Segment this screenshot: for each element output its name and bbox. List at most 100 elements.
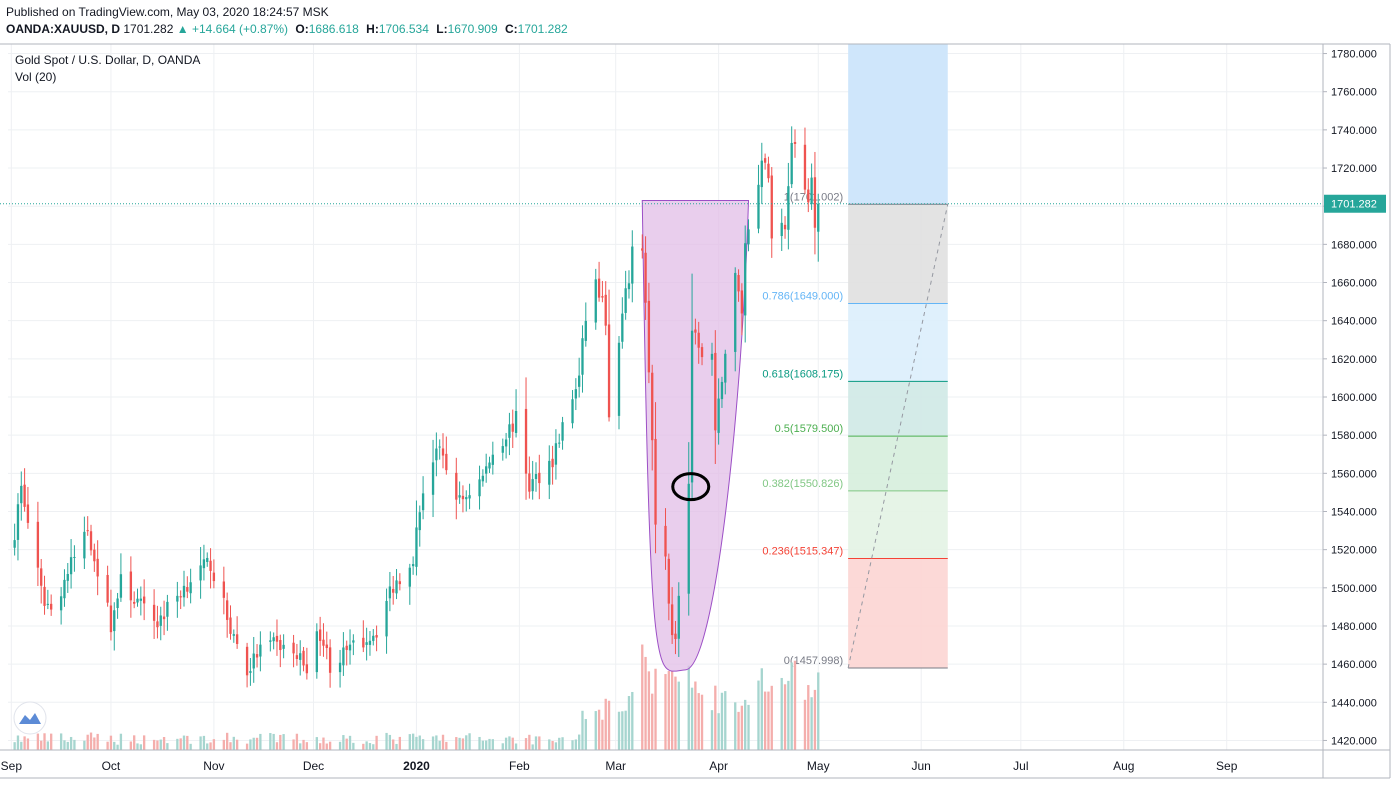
candle-body bbox=[152, 604, 156, 621]
candle-body bbox=[249, 671, 252, 673]
volume-bar bbox=[113, 741, 116, 750]
candle-body bbox=[275, 635, 279, 642]
volume-bar bbox=[435, 735, 438, 750]
volume-bar bbox=[245, 743, 249, 750]
candle-body bbox=[647, 300, 651, 373]
candle-body bbox=[481, 475, 485, 482]
volume-bar bbox=[651, 693, 654, 750]
time-axis[interactable]: Sep Oct Nov Dec 2020 Feb Mar Apr May Jun Jul Aug Sep bbox=[1, 759, 1238, 773]
high-label: H: bbox=[366, 22, 379, 36]
open-value: 1686.618 bbox=[308, 22, 359, 36]
candle-body bbox=[279, 640, 282, 651]
volume-bar bbox=[176, 738, 179, 750]
candle-body bbox=[548, 460, 551, 485]
up-triangle-icon: ▲ bbox=[176, 22, 189, 36]
candle-body bbox=[36, 521, 40, 568]
candle-body bbox=[763, 158, 767, 163]
volume-bar bbox=[524, 738, 528, 750]
volume-bar bbox=[574, 739, 578, 750]
candle-body bbox=[13, 540, 16, 548]
volume-bar bbox=[63, 740, 66, 750]
candle-body bbox=[511, 423, 514, 432]
candle-body bbox=[455, 472, 458, 500]
candle-body bbox=[767, 163, 770, 179]
candle-body bbox=[621, 313, 624, 342]
price-tick-label: 1620.000 bbox=[1331, 354, 1377, 366]
volume-bar bbox=[202, 735, 206, 750]
candle-body bbox=[179, 596, 182, 598]
volume-bar bbox=[508, 736, 511, 750]
candle-body bbox=[245, 646, 249, 676]
volume-bar bbox=[581, 710, 584, 750]
volume-bar bbox=[372, 744, 375, 750]
candle-body bbox=[93, 549, 96, 562]
volume-bar bbox=[770, 685, 773, 750]
candle-body bbox=[166, 601, 169, 617]
volume-bar bbox=[674, 676, 677, 750]
candle-body bbox=[717, 398, 720, 433]
volume-bar bbox=[455, 737, 458, 750]
volume-bar bbox=[468, 733, 471, 750]
price-tick-label: 1720.000 bbox=[1331, 163, 1377, 175]
volume-bar bbox=[249, 739, 252, 750]
price-axis[interactable]: 1420.000 1440.000 1460.000 1480.000 1500.000… bbox=[1323, 49, 1386, 748]
volume-bar bbox=[664, 674, 667, 750]
volume-bar bbox=[40, 740, 43, 750]
volume-bar bbox=[23, 736, 26, 750]
candle-body bbox=[159, 615, 162, 626]
fibonacci-retracement[interactable]: 1(1701.002) 0.786(1649.000) 0.618(1608.175… bbox=[762, 44, 949, 669]
volume-bar bbox=[763, 691, 767, 750]
volume-bar bbox=[551, 740, 554, 750]
volume-bar bbox=[687, 665, 690, 750]
candle-body bbox=[259, 644, 262, 657]
price-tick-label: 1740.000 bbox=[1331, 125, 1377, 137]
volume-bar bbox=[89, 732, 93, 750]
volume-bar bbox=[421, 739, 425, 750]
candle-body bbox=[50, 603, 53, 610]
fib-level-label: 0(1457.998) bbox=[784, 655, 843, 667]
volume-bar bbox=[717, 713, 720, 750]
candle-body bbox=[365, 642, 368, 645]
candle-body bbox=[411, 564, 415, 567]
annotation-layer[interactable] bbox=[671, 472, 711, 502]
volume-bar bbox=[617, 711, 621, 750]
candle-body bbox=[129, 571, 133, 601]
candle-body bbox=[325, 644, 328, 649]
legend-volume: Vol (20) bbox=[15, 70, 56, 84]
volume-bar bbox=[790, 662, 793, 750]
time-tick-label: Oct bbox=[102, 759, 121, 773]
candle-body bbox=[740, 290, 744, 314]
volume-bar bbox=[734, 702, 737, 750]
volume-bar bbox=[26, 738, 30, 750]
candle-body bbox=[465, 497, 468, 500]
volume-bar bbox=[182, 735, 186, 750]
candle-body bbox=[421, 493, 425, 511]
time-tick-label: Apr bbox=[709, 759, 728, 773]
candle-body bbox=[83, 531, 86, 559]
volume-bar bbox=[418, 735, 421, 750]
volume-bar bbox=[720, 692, 724, 750]
volume-bar bbox=[644, 656, 647, 750]
volume-bar bbox=[647, 671, 651, 750]
volume-bar bbox=[481, 740, 485, 750]
candle-body bbox=[438, 446, 441, 448]
time-tick-label: Jun bbox=[912, 759, 931, 773]
candle-body bbox=[577, 375, 581, 387]
chart-frame bbox=[0, 43, 1391, 779]
volume-bar bbox=[793, 660, 797, 750]
volume-bar bbox=[152, 739, 156, 750]
time-tick-label: Jul bbox=[1013, 759, 1028, 773]
cup-shape bbox=[641, 199, 750, 672]
candle-body bbox=[468, 495, 471, 499]
candle-body bbox=[488, 462, 491, 469]
volume-bar bbox=[491, 739, 494, 750]
candle-body bbox=[302, 650, 305, 666]
cup-pattern[interactable] bbox=[641, 199, 750, 672]
candle-body bbox=[807, 189, 810, 203]
volume-bar bbox=[119, 733, 123, 750]
close-label: C: bbox=[504, 22, 518, 36]
candle-body bbox=[408, 567, 411, 587]
volume-bar bbox=[318, 743, 322, 750]
candle-body bbox=[724, 353, 727, 383]
